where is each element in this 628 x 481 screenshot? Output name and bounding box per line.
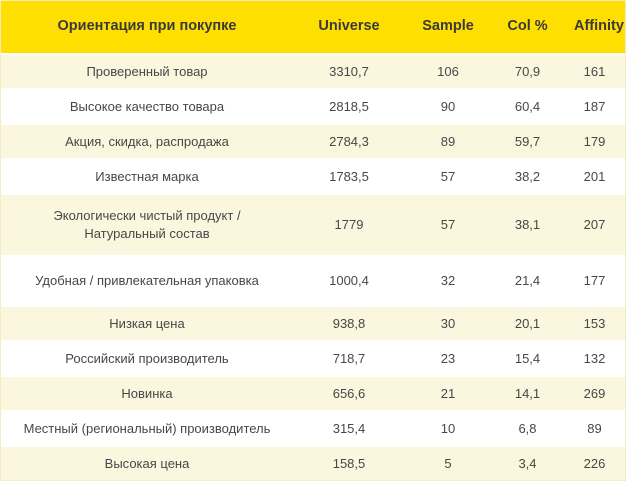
row-label: Низкая цена (109, 315, 185, 331)
row-sample: 30 (440, 315, 456, 331)
header-affinity: Affinity (574, 18, 624, 35)
row-label: Новинка (121, 385, 173, 401)
row-affinity: 89 (587, 420, 602, 436)
header-sample: Sample (422, 18, 474, 35)
row-col-pct: 59,7 (514, 133, 541, 149)
table-row: Акция, скидка, распродажа 2784,3 89 59,7… (1, 125, 625, 158)
table-row: Известная марка 1783,5 57 38,2 201 (1, 160, 625, 193)
header-col-pct: Col % (507, 18, 548, 35)
row-col-pct: 38,1 (514, 217, 541, 233)
row-affinity: 226 (583, 455, 606, 471)
row-label: Экологически чистый продукт / Натуральны… (53, 208, 241, 241)
row-label: Акция, скидка, распродажа (65, 133, 229, 149)
row-affinity: 161 (583, 63, 606, 79)
row-universe: 3310,7 (329, 63, 369, 79)
row-label: Российский производитель (65, 350, 229, 366)
row-sample: 21 (440, 385, 456, 401)
row-col-pct: 6,8 (518, 420, 537, 436)
row-col-pct: 15,4 (514, 350, 541, 366)
table-row: Проверенный товар 3310,7 106 70,9 161 (1, 55, 625, 88)
row-universe: 158,5 (332, 455, 366, 471)
row-universe: 718,7 (332, 350, 366, 366)
row-sample: 57 (440, 217, 456, 233)
table-row: Низкая цена 938,8 30 20,1 153 (1, 307, 625, 340)
row-label: Удобная / привлекательная упаковка (35, 273, 259, 289)
row-affinity: 187 (583, 98, 606, 114)
row-sample: 106 (437, 63, 459, 79)
row-col-pct: 14,1 (514, 385, 541, 401)
row-affinity: 201 (583, 168, 606, 184)
row-affinity: 153 (583, 315, 606, 331)
row-label: Высокая цена (104, 455, 190, 471)
row-sample: 57 (440, 168, 456, 184)
table-row: Высокое качество товара 2818,5 90 60,4 1… (1, 90, 625, 123)
row-sample: 10 (440, 420, 456, 436)
table-row: Российский производитель 718,7 23 15,4 1… (1, 342, 625, 375)
row-universe: 1000,4 (329, 273, 369, 289)
table-header-row: Ориентация при покупке Universe Sample C… (1, 1, 625, 53)
row-sample: 90 (440, 98, 456, 114)
row-label: Местный (региональный) производитель (23, 420, 271, 436)
row-affinity: 207 (583, 217, 606, 233)
row-sample: 32 (440, 273, 456, 289)
row-universe: 2818,5 (329, 98, 369, 114)
row-affinity: 269 (583, 385, 606, 401)
row-universe: 315,4 (332, 420, 366, 436)
row-col-pct: 38,2 (514, 168, 541, 184)
row-sample: 23 (440, 350, 456, 366)
row-label: Известная марка (95, 168, 199, 184)
row-affinity: 177 (583, 273, 606, 289)
row-label: Проверенный товар (86, 63, 208, 79)
row-col-pct: 60,4 (514, 98, 541, 114)
table-row: Высокая цена 158,5 5 3,4 226 (1, 447, 625, 480)
table-row: Местный (региональный) производитель 315… (1, 412, 625, 445)
row-sample: 5 (444, 455, 452, 471)
table-row: Новинка 656,6 21 14,1 269 (1, 377, 625, 410)
row-affinity: 132 (583, 350, 606, 366)
row-universe: 1783,5 (329, 168, 369, 184)
row-universe: 2784,3 (329, 133, 369, 149)
row-affinity: 179 (583, 133, 606, 149)
row-col-pct: 21,4 (514, 273, 541, 289)
table-row: Экологически чистый продукт / Натуральны… (1, 195, 625, 255)
table-row: Удобная / привлекательная упаковка 1000,… (1, 257, 625, 305)
row-sample: 89 (440, 133, 456, 149)
row-universe: 656,6 (332, 385, 366, 401)
row-label: Высокое качество товара (69, 98, 225, 114)
row-universe: 1779 (334, 217, 364, 233)
row-col-pct: 70,9 (514, 63, 541, 79)
row-col-pct: 20,1 (514, 315, 541, 331)
header-universe: Universe (318, 18, 380, 35)
header-category: Ориентация при покупке (57, 18, 237, 35)
row-col-pct: 3,4 (518, 455, 537, 471)
row-universe: 938,8 (332, 315, 366, 331)
